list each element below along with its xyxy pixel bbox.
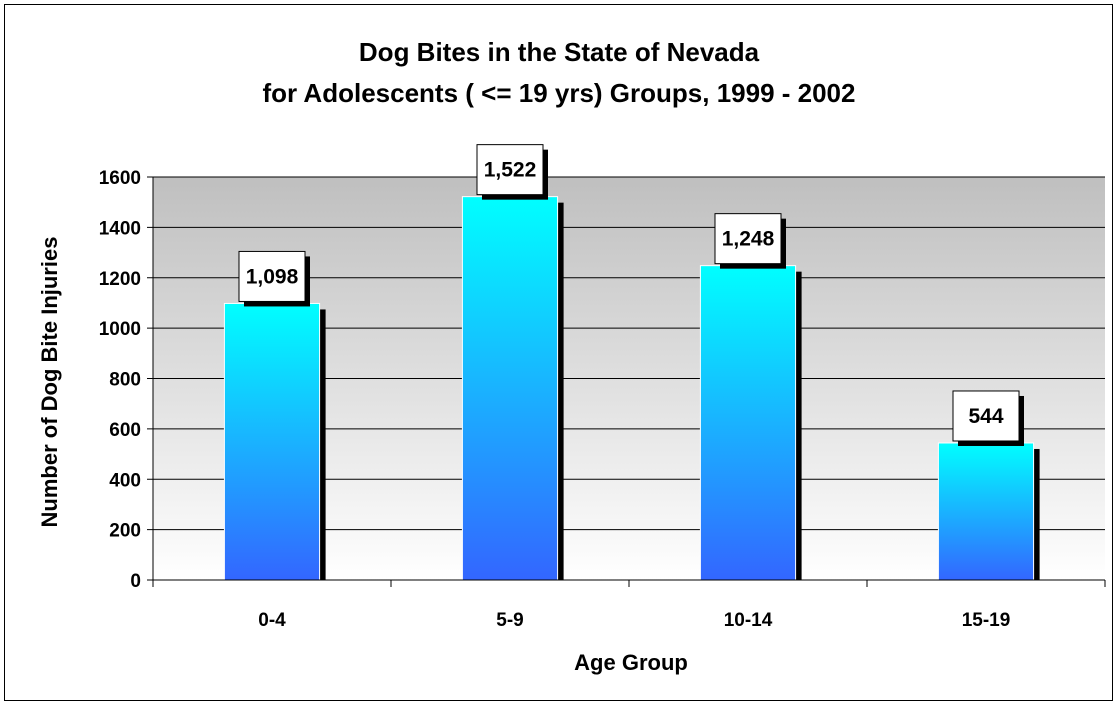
- y-tick-label: 200: [109, 521, 141, 542]
- data-label: 1,522: [484, 159, 537, 182]
- bar-chart: Dog Bites in the State of Nevada for Ado…: [37, 37, 1106, 675]
- y-tick-label: 1400: [99, 218, 141, 239]
- y-tick-label: 1000: [99, 319, 141, 340]
- labels: 0 200 400 600 800 1000 1200 1400 1600 0-4 1,098 5-9…: [99, 144, 1024, 631]
- data-label-box: [714, 213, 782, 265]
- x-tick-label: 15-19: [962, 610, 1011, 631]
- data-label-box: [476, 144, 544, 196]
- bar-5-9: [461, 196, 559, 581]
- y-tick-label: 400: [109, 470, 141, 491]
- axes: [147, 176, 1106, 587]
- y-tick-label: 800: [109, 370, 141, 391]
- y-tick-label: 1600: [99, 168, 141, 189]
- x-axis-title: Age Group: [574, 650, 688, 675]
- x-tick-label: 0-4: [258, 610, 286, 631]
- bar-0-4: [223, 302, 321, 581]
- chart-title-line-2: for Adolescents ( <= 19 yrs) Groups, 199…: [263, 78, 856, 108]
- chart-frame: Dog Bites in the State of Nevada for Ado…: [4, 4, 1113, 701]
- y-tick-label: 600: [109, 420, 141, 441]
- data-label: 544: [968, 405, 1003, 428]
- data-label: 1,098: [246, 265, 299, 288]
- chart-title-line-1: Dog Bites in the State of Nevada: [359, 37, 760, 67]
- bars: [223, 196, 1040, 581]
- data-label-box: [238, 250, 306, 302]
- y-axis-title: Number of Dog Bite Injuries: [37, 237, 62, 528]
- bar-15-19: [937, 442, 1035, 581]
- data-label-box: [952, 390, 1020, 442]
- bar-10-14: [699, 265, 797, 581]
- y-tick-label: 1200: [99, 269, 141, 290]
- x-tick-label: 5-9: [496, 610, 523, 631]
- y-tick-label: 0: [130, 571, 141, 592]
- data-label: 1,248: [722, 228, 775, 251]
- x-tick-label: 10-14: [724, 610, 773, 631]
